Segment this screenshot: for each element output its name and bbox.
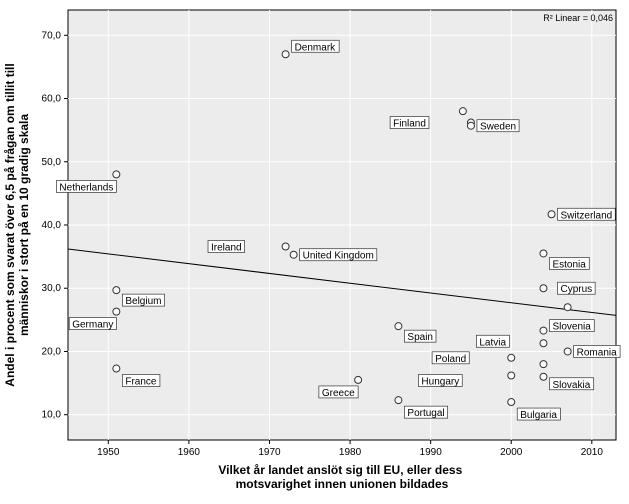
data-point (564, 348, 571, 355)
point-label: Romania (577, 347, 617, 358)
data-point (467, 122, 474, 129)
point-label: Denmark (295, 42, 337, 53)
data-point (395, 397, 402, 404)
point-label: Bulgaria (520, 410, 557, 421)
point-label: Slovakia (552, 380, 590, 391)
point-label: Finland (393, 119, 426, 130)
x-tick-label: 1950 (97, 447, 120, 458)
x-tick-label: 1960 (178, 447, 201, 458)
point-label: Poland (435, 354, 466, 365)
data-point (113, 287, 120, 294)
data-point (564, 304, 571, 311)
point-label: Hungary (421, 377, 459, 388)
x-axis-title: Vilket år landet anslöt sig till EU, ell… (218, 463, 465, 491)
y-tick-label: 10,0 (42, 410, 62, 421)
point-label: Latvia (479, 337, 506, 348)
point-label: Belgium (125, 296, 161, 307)
data-point (355, 376, 362, 383)
point-label: Germany (72, 320, 113, 331)
y-tick-label: 40,0 (42, 220, 62, 231)
data-point (290, 251, 297, 258)
point-label: Spain (407, 332, 433, 343)
point-label: Portugal (407, 408, 444, 419)
data-point (113, 308, 120, 315)
point-label: Slovenia (552, 322, 591, 333)
x-tick-label: 2000 (500, 447, 523, 458)
data-point (540, 373, 547, 380)
y-tick-label: 50,0 (42, 157, 62, 168)
x-tick-label: 1990 (420, 447, 443, 458)
r2-annotation: R² Linear = 0,046 (543, 13, 613, 23)
y-tick-label: 20,0 (42, 346, 62, 357)
data-point (540, 340, 547, 347)
data-point (548, 211, 555, 218)
y-axis-title: Andel i procent som svarat över 6,5 på f… (3, 63, 31, 386)
data-point (459, 108, 466, 115)
x-tick-label: 1980 (339, 447, 362, 458)
data-point (540, 361, 547, 368)
point-label: Cyprus (560, 284, 592, 295)
x-tick-label: 2010 (581, 447, 604, 458)
scatter-chart: 1950 1960 1970 1980 1990 2000 2010 10,0 20,0 30,0… (0, 0, 629, 504)
data-point (282, 51, 289, 58)
data-point (508, 354, 515, 361)
y-tick-label: 30,0 (42, 283, 62, 294)
data-point (540, 250, 547, 257)
point-label: Sweden (480, 122, 516, 133)
point-label: Netherlands (59, 182, 113, 193)
y-tick-label: 60,0 (42, 94, 62, 105)
y-tick-label: 70,0 (42, 30, 62, 41)
point-label: Switzerland (561, 210, 613, 221)
data-point (508, 399, 515, 406)
data-point (113, 171, 120, 178)
point-label: Greece (322, 388, 355, 399)
data-point (113, 365, 120, 372)
data-point (540, 285, 547, 292)
data-point (395, 323, 402, 330)
point-label: France (125, 377, 157, 388)
point-label: United Kingdom (303, 251, 374, 262)
x-tick-label: 1970 (258, 447, 281, 458)
point-label: Ireland (211, 243, 242, 254)
data-point (508, 372, 515, 379)
point-label: Estonia (552, 259, 586, 270)
data-point (282, 243, 289, 250)
data-point (540, 327, 547, 334)
